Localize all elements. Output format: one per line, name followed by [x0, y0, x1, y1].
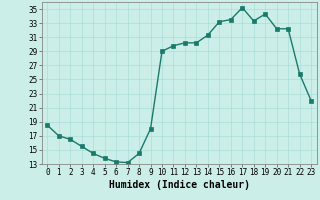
X-axis label: Humidex (Indice chaleur): Humidex (Indice chaleur) — [109, 180, 250, 190]
